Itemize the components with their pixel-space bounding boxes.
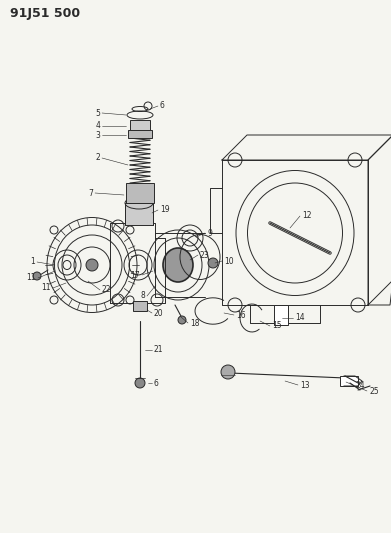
Bar [128,130,152,138]
Text: 4: 4 [95,122,100,131]
Circle shape [86,259,98,271]
Bar [126,183,154,203]
Text: 2: 2 [95,154,100,163]
Text: 14: 14 [295,313,305,322]
Text: 91J51 500: 91J51 500 [10,6,80,20]
Text: 11: 11 [41,284,51,293]
Bar [130,120,150,130]
Text: 6: 6 [153,378,158,387]
Text: 22: 22 [102,286,111,295]
Text: 25: 25 [369,386,378,395]
Text: 5: 5 [95,109,100,117]
Text: 8: 8 [140,292,145,301]
Circle shape [33,272,41,280]
Text: 15: 15 [272,321,282,330]
Text: 17: 17 [130,271,140,279]
Text: 12: 12 [302,212,312,221]
Text: 16: 16 [236,311,246,319]
Bar [340,376,358,386]
Text: 7: 7 [88,189,93,198]
Circle shape [178,316,186,324]
Text: 1: 1 [30,257,35,266]
Text: 10: 10 [224,256,234,265]
Ellipse shape [163,248,193,282]
Text: 20: 20 [154,309,163,318]
Text: 9: 9 [207,229,212,238]
Text: 3: 3 [95,131,100,140]
Text: 19: 19 [160,206,170,214]
Text: 18: 18 [190,319,199,327]
Text: 23: 23 [200,251,210,260]
Text: 6: 6 [160,101,165,110]
Circle shape [221,365,235,379]
Text: 21: 21 [153,345,163,354]
Bar [133,301,147,311]
Circle shape [135,378,145,388]
Text: 13: 13 [300,381,310,390]
Bar [274,305,288,325]
Bar [125,203,153,225]
Circle shape [208,258,218,268]
Text: 24: 24 [355,381,365,390]
Text: 11: 11 [27,273,36,282]
